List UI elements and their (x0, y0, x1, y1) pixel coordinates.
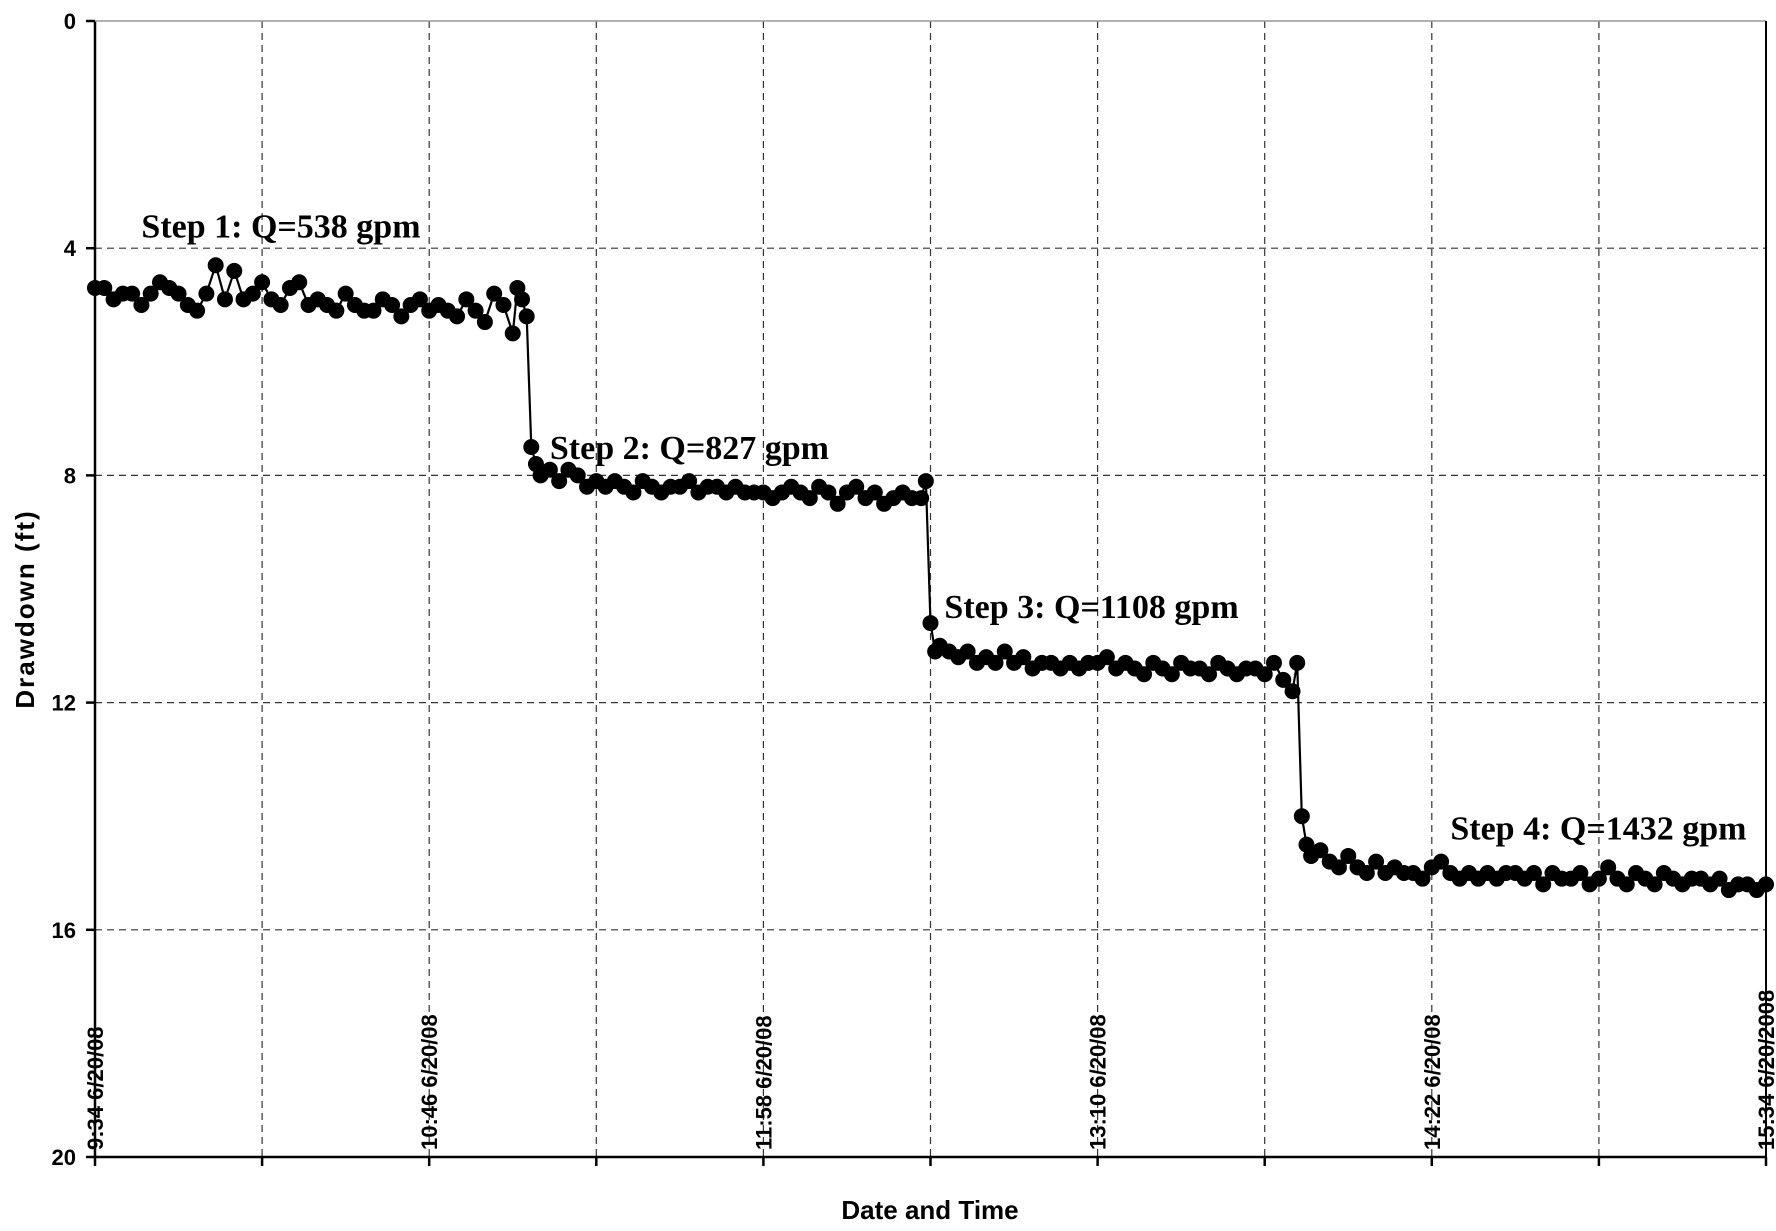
drawdown-series (87, 257, 1774, 899)
data-point (170, 285, 187, 302)
data-point (1711, 870, 1728, 887)
data-point (226, 262, 243, 279)
x-tick-label: 10:46 6/20/08 (417, 1014, 442, 1150)
x-tick-label: 9:34 6/20/08 (83, 1026, 108, 1150)
data-point (569, 467, 586, 484)
step-annotations: Step 1: Q=538 gpm Step 2: Q=827 gpm Step 3… (141, 208, 1746, 847)
y-tick-label: 16 (52, 918, 76, 943)
data-point (216, 291, 233, 308)
data-point (198, 285, 215, 302)
y-tick-label: 12 (52, 691, 76, 716)
data-point (681, 473, 698, 490)
data-point (328, 302, 345, 319)
data-point (514, 291, 531, 308)
data-point (449, 308, 466, 325)
data-point (1590, 870, 1607, 887)
data-point (207, 257, 224, 274)
x-tick-label: 13:10 6/20/08 (1086, 1014, 1111, 1150)
data-point (1015, 649, 1032, 666)
data-point (1414, 870, 1431, 887)
data-point (1312, 842, 1329, 859)
x-tick-labels: 9:34 6/20/08 10:46 6/20/08 11:58 6/20/08 13… (83, 990, 1776, 1150)
data-point (987, 654, 1004, 671)
data-point (866, 484, 883, 501)
data-point (1265, 654, 1282, 671)
data-point (829, 495, 846, 512)
data-point (1340, 847, 1357, 864)
data-point (917, 473, 934, 490)
data-point (523, 439, 540, 455)
data-point (1201, 666, 1217, 683)
data-point (124, 285, 141, 302)
data-point (1330, 859, 1347, 876)
data-point (1535, 876, 1552, 893)
data-point (551, 473, 568, 490)
data-point (625, 484, 642, 501)
x-tick-label: 11:58 6/20/08 (751, 1015, 776, 1150)
data-point (486, 285, 503, 302)
data-point (254, 274, 271, 291)
step-annotation: Step 3: Q=1108 gpm (944, 589, 1238, 626)
step-annotation: Step 4: Q=1432 gpm (1450, 811, 1746, 848)
data-point (1293, 808, 1310, 825)
data-point (337, 285, 354, 302)
data-point (1572, 865, 1589, 881)
data-point (541, 461, 558, 478)
y-tick-label: 8 (64, 463, 76, 488)
data-point (1758, 876, 1774, 893)
data-point (959, 643, 976, 660)
y-tick-labels: 0 4 8 12 16 20 (52, 9, 77, 1170)
data-point (244, 285, 261, 302)
data-point (476, 314, 493, 331)
data-point (1275, 671, 1292, 688)
y-tick-label: 0 (64, 9, 76, 34)
data-point (1525, 865, 1542, 881)
data-point (518, 308, 535, 325)
data-point (1289, 654, 1306, 671)
data-point (393, 308, 410, 325)
y-tick-label: 4 (64, 236, 77, 261)
x-axis-title: Date and Time (841, 1195, 1018, 1225)
data-point (1284, 683, 1301, 700)
data-point (1163, 666, 1180, 683)
data-point (1136, 666, 1153, 683)
step-annotation: Step 2: Q=827 gpm (550, 430, 829, 467)
data-point (495, 297, 512, 313)
data-point (365, 302, 382, 319)
data-point (1618, 876, 1635, 893)
x-tick-label: 14:22 6/20/08 (1420, 1014, 1445, 1150)
data-point (996, 643, 1013, 660)
data-point (913, 490, 930, 507)
data-point (291, 274, 308, 291)
data-point (504, 325, 521, 342)
data-point (848, 478, 865, 495)
data-point (96, 279, 113, 296)
data-point (458, 291, 475, 308)
data-point (272, 297, 289, 313)
data-point (801, 490, 818, 507)
data-point (189, 302, 206, 319)
data-point (1358, 865, 1375, 881)
y-tick-label: 20 (52, 1145, 76, 1170)
data-point (1256, 666, 1273, 683)
data-point (1646, 876, 1663, 893)
data-point (1368, 853, 1385, 870)
data-point (1600, 859, 1617, 876)
data-point (142, 285, 159, 302)
axes (86, 19, 1768, 1166)
step-annotation: Step 1: Q=538 gpm (141, 208, 420, 245)
y-axis-title: Drawdown (ft) (10, 509, 40, 708)
data-point (820, 484, 837, 501)
data-point (1433, 853, 1450, 870)
data-point (467, 302, 484, 319)
x-tick-label: 15:34 6/20/2008 (1754, 990, 1776, 1150)
grid-lines (95, 21, 1766, 1157)
data-point (133, 297, 150, 313)
data-point (384, 297, 401, 313)
data-point (922, 615, 939, 632)
data-point (1098, 649, 1115, 666)
data-point (411, 291, 428, 308)
